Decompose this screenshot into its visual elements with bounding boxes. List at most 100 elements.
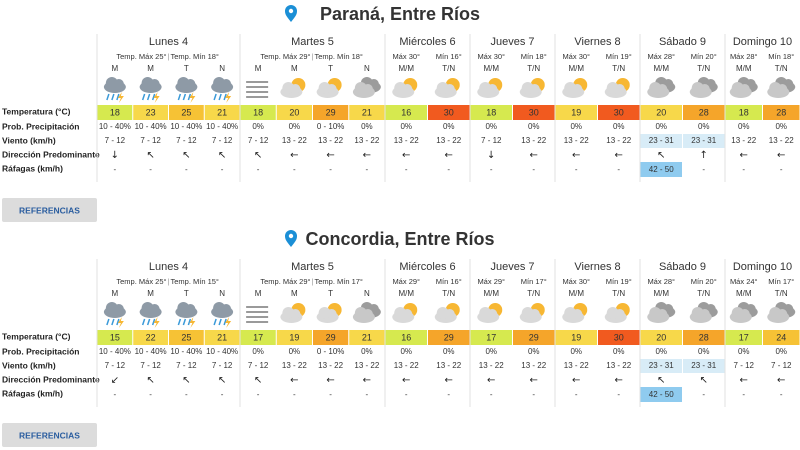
references-button-text[interactable]: REFERENCIAS xyxy=(19,430,80,440)
cloud xyxy=(402,84,413,94)
temp-min: Mín 17° xyxy=(521,277,547,286)
temperature: 21 xyxy=(217,332,227,342)
wind: 7 - 12 xyxy=(105,361,126,370)
cloud xyxy=(290,84,301,94)
temp-min: Temp. Mín 18° xyxy=(315,52,363,61)
period-label: M/M xyxy=(483,64,499,73)
precipitation: 10 - 40% xyxy=(99,122,131,131)
wind: 13 - 22 xyxy=(521,136,546,145)
gust: - xyxy=(405,165,408,174)
gust: - xyxy=(329,165,332,174)
cloud xyxy=(290,309,301,319)
weather-icon xyxy=(246,306,269,323)
gust: - xyxy=(575,390,578,399)
references-button[interactable] xyxy=(2,423,97,447)
cloud xyxy=(444,309,455,319)
rain xyxy=(111,93,115,101)
wind-direction: ← xyxy=(487,375,495,386)
weather-icon xyxy=(477,303,503,323)
rain xyxy=(187,93,192,101)
wind: 13 - 22 xyxy=(606,361,631,370)
precipitation: 0% xyxy=(775,347,787,356)
bolt xyxy=(153,92,160,103)
wind-direction: ← xyxy=(326,375,334,386)
temp-min: Mín 18° xyxy=(521,52,547,61)
temp-min: Mín 16° xyxy=(436,52,462,61)
precipitation: 0% xyxy=(252,122,264,131)
cloud xyxy=(487,84,498,94)
weather-icon xyxy=(175,302,198,328)
temp-cell xyxy=(470,330,512,345)
wind: 7 - 12 xyxy=(140,136,161,145)
temperature: 25 xyxy=(181,107,191,117)
gust: - xyxy=(221,390,224,399)
row-label: Prob. Precipitación xyxy=(2,121,79,131)
temperature: 20 xyxy=(289,107,299,117)
temp-min: Mín 19° xyxy=(606,52,632,61)
rain xyxy=(116,318,120,326)
temperature: 16 xyxy=(401,107,411,117)
cloud xyxy=(221,79,232,89)
temperature: 22 xyxy=(146,332,156,342)
precipitation: 10 - 40% xyxy=(206,347,238,356)
precipitation: 10 - 40% xyxy=(99,347,131,356)
wind-direction: ← xyxy=(290,150,298,161)
wind: 13 - 22 xyxy=(521,361,546,370)
wind-direction: ↖ xyxy=(254,375,262,386)
bolt xyxy=(189,92,196,103)
precipitation: 0 - 10% xyxy=(317,122,345,131)
row-label: Ráfagas (km/h) xyxy=(2,163,63,173)
weather-icon xyxy=(352,302,381,323)
temp-max: Máx 24° xyxy=(730,277,758,286)
rain xyxy=(187,318,192,326)
period-label: M/M xyxy=(398,289,414,298)
temperature: 17 xyxy=(739,332,749,342)
period-label: M xyxy=(112,289,119,298)
cloud xyxy=(614,84,625,94)
temp-max: Máx 28° xyxy=(647,277,675,286)
precipitation: 0% xyxy=(485,122,497,131)
location-pin xyxy=(285,230,297,247)
references-button-text[interactable]: REFERENCIAS xyxy=(19,205,80,215)
period-label: T xyxy=(184,64,189,73)
temp-min: Mín 19° xyxy=(606,277,632,286)
row-label: Prob. Precipitación xyxy=(2,346,79,356)
temp-max: Temp. Máx 29° xyxy=(260,277,310,286)
temp-cell xyxy=(204,105,240,120)
period-label: M xyxy=(147,289,154,298)
temp-cell xyxy=(169,330,204,345)
temperature: 18 xyxy=(486,107,496,117)
weather-icon xyxy=(729,302,758,323)
weather-icon xyxy=(604,78,630,98)
gust: - xyxy=(257,390,260,399)
cloud xyxy=(444,84,455,94)
temp-cell xyxy=(133,105,168,120)
wind-direction: ← xyxy=(572,375,580,386)
separator: | xyxy=(168,52,170,61)
precipitation: 0% xyxy=(570,122,582,131)
wind-direction: ← xyxy=(777,375,785,386)
gust: - xyxy=(149,390,152,399)
period-label: M/M xyxy=(398,64,414,73)
wind: 13 - 22 xyxy=(394,361,419,370)
weather-icon xyxy=(392,303,418,323)
precipitation: 0% xyxy=(613,347,625,356)
cloud xyxy=(221,304,232,314)
wind-direction: ← xyxy=(445,375,453,386)
wind-direction: ↖ xyxy=(657,150,665,161)
temperature: 30 xyxy=(529,107,539,117)
day-name: Lunes 4 xyxy=(149,36,188,48)
period-label: M/M xyxy=(568,64,584,73)
wind-direction: ↓ xyxy=(111,150,119,161)
references-button[interactable] xyxy=(2,198,97,222)
weather-icon xyxy=(767,302,796,323)
temperature: 28 xyxy=(699,332,709,342)
rain xyxy=(141,318,146,326)
rain xyxy=(106,318,110,326)
temp-max: Máx 29° xyxy=(392,277,420,286)
temp-cell xyxy=(349,330,385,345)
weather-icon xyxy=(689,77,718,98)
gust: - xyxy=(293,165,296,174)
wind: 7 - 12 xyxy=(105,136,126,145)
precipitation: 0% xyxy=(698,347,710,356)
